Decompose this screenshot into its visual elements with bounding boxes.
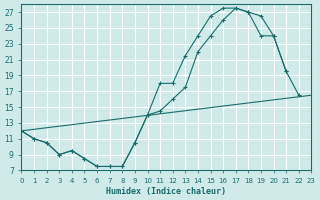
X-axis label: Humidex (Indice chaleur): Humidex (Indice chaleur): [107, 187, 227, 196]
